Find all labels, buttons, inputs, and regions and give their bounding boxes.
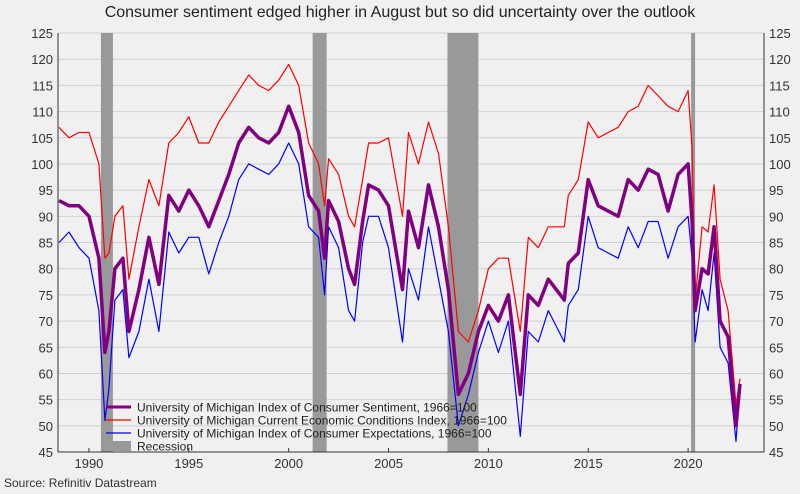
- y-tick-label-left: 90: [39, 209, 53, 224]
- legend-label: University of Michigan Index of Consumer…: [137, 401, 477, 415]
- x-tick-label: 1990: [74, 456, 103, 471]
- y-tick-label-right: 100: [769, 157, 791, 172]
- y-tick-label-right: 65: [769, 340, 783, 355]
- y-tick-label-left: 110: [32, 105, 53, 120]
- recession-band: [100, 33, 113, 452]
- series-line: [58, 63, 741, 406]
- recession-band: [447, 33, 479, 452]
- y-tick-label-left: 95: [39, 183, 53, 198]
- x-tick-label: 2015: [574, 456, 603, 471]
- y-tick-label-right: 80: [769, 262, 783, 277]
- y-tick-label-right: 120: [769, 52, 791, 67]
- y-tick-label-left: 100: [31, 157, 53, 172]
- y-tick-label-left: 70: [39, 314, 53, 329]
- y-tick-label-left: 115: [32, 78, 53, 93]
- y-tick-label-right: 75: [769, 288, 783, 303]
- x-tick-label: 2010: [474, 456, 503, 471]
- x-tick-label: 2005: [374, 456, 403, 471]
- y-tick-label-right: 95: [769, 183, 783, 198]
- legend-label: University of Michigan Current Economic …: [137, 414, 507, 428]
- y-tick-label-left: 120: [31, 52, 53, 67]
- x-tick-label: 2020: [674, 456, 703, 471]
- y-tick-label-left: 55: [39, 393, 53, 408]
- series-line: [58, 104, 742, 428]
- y-tick-label-left: 65: [39, 340, 53, 355]
- y-tick-label-left: 45: [39, 445, 53, 460]
- y-tick-label-right: 115: [769, 78, 790, 93]
- legend-label: University of Michigan Index of Consumer…: [137, 427, 492, 441]
- y-tick-label-right: 105: [769, 131, 791, 146]
- y-tick-label-left: 125: [31, 26, 53, 41]
- y-tick-label-right: 70: [769, 314, 783, 329]
- y-tick-label-right: 60: [769, 366, 783, 381]
- y-tick-label-right: 50: [769, 419, 783, 434]
- y-tick-label-left: 75: [39, 288, 53, 303]
- y-tick-label-right: 90: [769, 209, 783, 224]
- source-note: Source: Refinitiv Datastream: [4, 476, 157, 490]
- legend-swatch-recession: [106, 441, 131, 451]
- y-tick-label-right: 125: [769, 26, 791, 41]
- legend-label: Recession: [137, 440, 193, 454]
- y-tick-label-left: 60: [39, 366, 53, 381]
- y-tick-label-left: 80: [39, 262, 53, 277]
- y-tick-label-left: 105: [31, 131, 53, 146]
- series-line: [58, 142, 741, 443]
- y-tick-label-right: 45: [769, 445, 783, 460]
- x-tick-label: 2000: [274, 456, 303, 471]
- y-tick-label-left: 50: [39, 419, 53, 434]
- y-tick-label-right: 55: [769, 393, 783, 408]
- x-tick-label: 1995: [174, 456, 203, 471]
- chart-title: Consumer sentiment edged higher in Augus…: [104, 4, 696, 21]
- y-tick-label-left: 85: [39, 236, 53, 251]
- y-tick-label-right: 110: [769, 105, 790, 120]
- y-tick-label-right: 85: [769, 236, 783, 251]
